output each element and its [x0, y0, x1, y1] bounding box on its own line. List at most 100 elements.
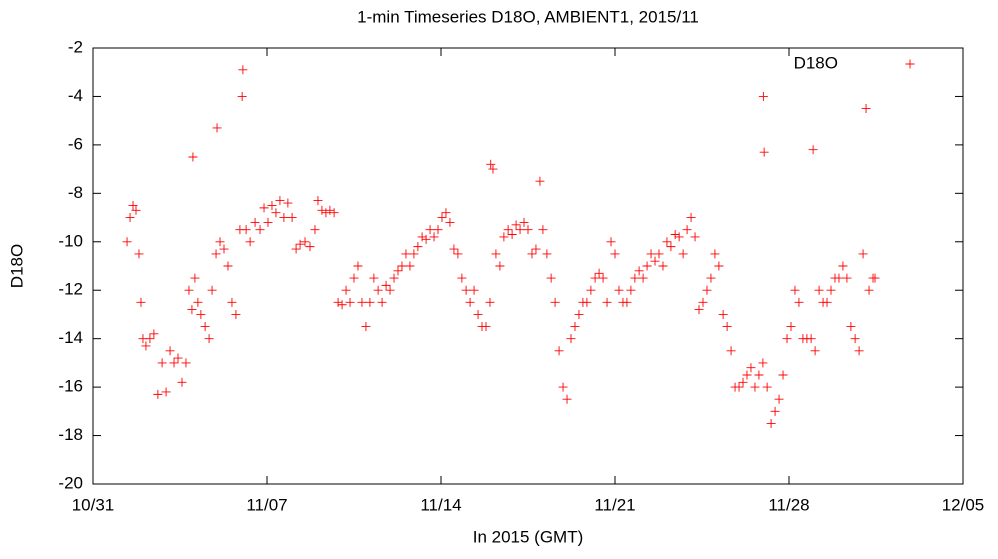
point	[622, 297, 632, 307]
point	[864, 285, 874, 295]
point	[491, 249, 501, 259]
point	[702, 285, 712, 295]
point	[131, 205, 141, 215]
point	[425, 225, 435, 235]
point	[365, 297, 375, 307]
point	[503, 225, 513, 235]
point	[238, 65, 248, 75]
point	[770, 406, 780, 416]
point	[814, 285, 824, 295]
point	[734, 382, 744, 392]
point	[562, 394, 572, 404]
point	[759, 147, 769, 157]
point	[558, 382, 568, 392]
point	[325, 205, 335, 215]
point	[507, 230, 517, 240]
point	[300, 237, 310, 247]
point	[790, 285, 800, 295]
x-tick-label: 12/05	[942, 495, 985, 514]
point	[321, 208, 331, 218]
point	[606, 237, 616, 247]
point	[582, 297, 592, 307]
point	[842, 273, 852, 283]
y-axis-label: D18O	[7, 244, 26, 288]
point	[373, 285, 383, 295]
point	[313, 196, 323, 206]
point	[808, 145, 818, 155]
point	[134, 249, 144, 259]
point	[237, 91, 247, 101]
y-tick-label: -20	[58, 473, 83, 492]
point	[184, 285, 194, 295]
point	[634, 266, 644, 276]
point	[523, 225, 533, 235]
point	[538, 225, 548, 235]
point	[499, 232, 509, 242]
point	[698, 297, 708, 307]
point	[389, 273, 399, 283]
point	[215, 237, 225, 247]
x-tick-label: 11/07	[246, 495, 287, 514]
point	[317, 205, 327, 215]
point	[626, 285, 636, 295]
point	[714, 261, 724, 271]
point	[574, 309, 584, 319]
point	[810, 346, 820, 356]
point	[726, 346, 736, 356]
point	[774, 394, 784, 404]
point	[834, 273, 844, 283]
point	[333, 297, 343, 307]
point	[267, 200, 277, 210]
point	[527, 249, 537, 259]
y-tick-label: -14	[58, 328, 83, 347]
point	[227, 297, 237, 307]
point	[488, 164, 498, 174]
point	[638, 273, 648, 283]
point	[861, 104, 871, 114]
point	[136, 297, 146, 307]
point	[535, 176, 545, 186]
point	[457, 273, 467, 283]
y-tick-label: -6	[68, 134, 83, 153]
point	[193, 297, 203, 307]
x-tick-label: 11/28	[768, 495, 809, 514]
point	[223, 261, 233, 271]
point	[826, 285, 836, 295]
point	[357, 297, 367, 307]
point	[870, 273, 880, 283]
point	[283, 198, 293, 208]
point	[854, 346, 864, 356]
point	[200, 322, 210, 332]
y-tick-label: -18	[58, 425, 83, 444]
point	[738, 377, 748, 387]
point	[417, 232, 427, 242]
y-tick-label: -4	[68, 86, 83, 105]
point	[255, 225, 265, 235]
point	[287, 213, 297, 223]
point	[542, 249, 552, 259]
point	[421, 234, 431, 244]
point	[349, 273, 359, 283]
point	[433, 225, 443, 235]
point	[361, 322, 371, 332]
point	[207, 285, 217, 295]
point	[465, 297, 475, 307]
point	[515, 225, 525, 235]
chart-title: 1-min Timeseries D18O, AMBIENT1, 2015/11	[357, 7, 699, 26]
y-tick-label: -2	[68, 37, 83, 56]
point	[858, 249, 868, 259]
point	[794, 297, 804, 307]
point	[190, 273, 200, 283]
point	[329, 208, 339, 218]
point	[173, 353, 183, 363]
point	[413, 242, 423, 252]
y-tick-label: -16	[58, 377, 83, 396]
point	[153, 389, 163, 399]
x-tick-label: 10/31	[72, 495, 115, 514]
point	[722, 322, 732, 332]
point	[782, 334, 792, 344]
point	[750, 382, 760, 392]
point	[511, 220, 521, 230]
y-tick-label: -12	[58, 280, 83, 299]
point	[778, 370, 788, 380]
